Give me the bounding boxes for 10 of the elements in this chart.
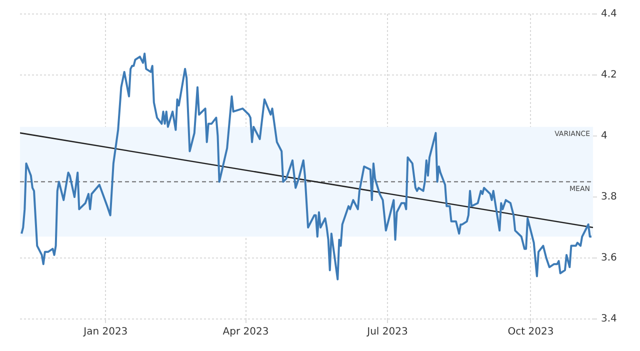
y-tick-label: 3.6 (601, 252, 617, 264)
y-tick-label: 3.8 (601, 192, 617, 203)
x-tick-label: Jul 2023 (366, 326, 408, 338)
y-tick-label: 4 (601, 130, 608, 142)
y-tick-label: 4.4 (601, 8, 617, 20)
x-tick-label: Apr 2023 (222, 326, 269, 338)
y-tick-label: 3.4 (601, 314, 617, 325)
x-tick-label: Oct 2023 (508, 326, 554, 338)
y-tick-label: 4.2 (601, 70, 617, 81)
x-tick-label: Jan 2023 (82, 326, 128, 338)
